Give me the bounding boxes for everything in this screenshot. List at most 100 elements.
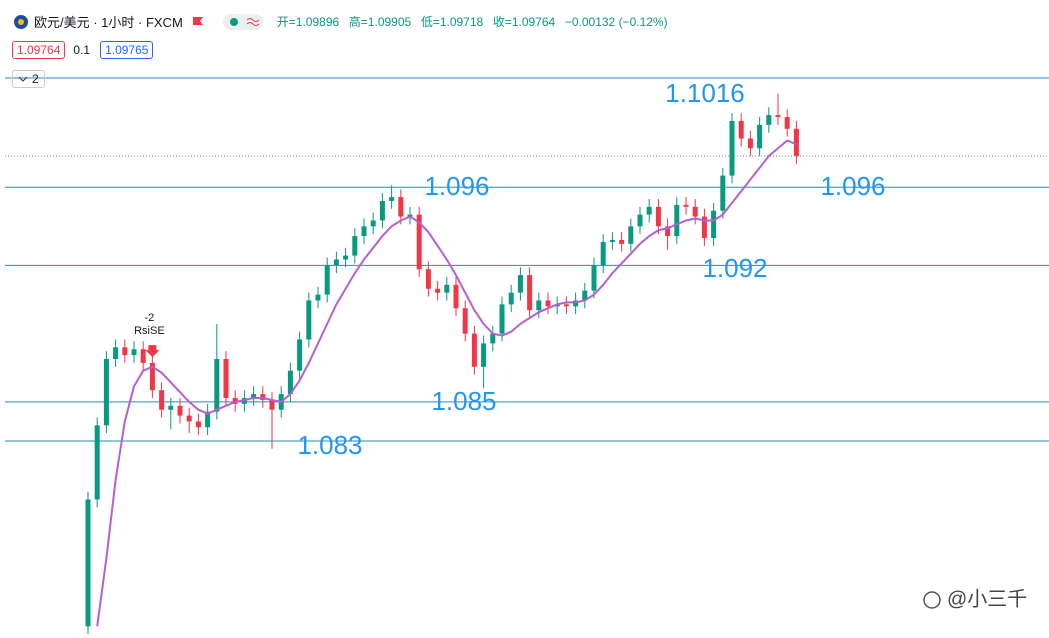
candle-body [149, 362, 155, 391]
symbol-icon [14, 14, 28, 29]
candle-body [214, 358, 220, 412]
candle-body [94, 425, 100, 500]
legend-change: −0.00132 (−0.12%) [564, 15, 668, 29]
candle-body [711, 210, 717, 239]
candle-body [784, 117, 790, 129]
candle-body [361, 226, 367, 237]
candle-body [683, 204, 689, 207]
candle-body [177, 405, 183, 416]
candle-body [453, 284, 459, 309]
candle-body [186, 415, 192, 422]
ohlc-legend: 开=1.09896 高=1.09905 低=1.09718 收=1.09764 … [277, 13, 674, 30]
watermark: @小三千 [923, 587, 1027, 610]
candle-body [692, 206, 698, 217]
level-label: 1.096 [424, 171, 489, 201]
candle-body [435, 288, 441, 293]
level-label: 1.096 [820, 171, 885, 201]
candle-body [674, 204, 680, 237]
candle-body [701, 216, 707, 239]
buy-button[interactable]: 1.09765 [100, 41, 154, 59]
candle-body [490, 333, 496, 344]
indicator-toggle[interactable]: 2 [12, 70, 45, 88]
candle-body [499, 304, 505, 334]
candle-body [444, 284, 450, 293]
level-label: 1.083 [297, 430, 362, 460]
candle-body [398, 197, 404, 217]
sell-button[interactable]: 1.09764 [12, 41, 66, 59]
legend-low: 低=1.09718 [420, 15, 484, 29]
level-label: 1.1016 [665, 78, 745, 108]
candle-body [324, 265, 330, 295]
candle-body [315, 294, 321, 301]
candle-body [223, 358, 229, 399]
candle-body [168, 405, 174, 410]
candle-body [103, 358, 109, 426]
candle-body [131, 349, 137, 356]
candle-body [747, 138, 753, 149]
ma-line [96, 139, 797, 627]
candle-body [122, 347, 128, 356]
status-pill[interactable] [222, 13, 263, 31]
candle-body [389, 197, 395, 201]
candle-body [343, 255, 349, 260]
candle-body [793, 128, 799, 157]
candle-body [195, 421, 201, 428]
indicator-count: 2 [32, 72, 39, 86]
candle-body [738, 120, 744, 139]
candle-body [352, 236, 358, 256]
flag-icon [192, 16, 203, 25]
candle-body [720, 175, 726, 211]
candle-body [582, 290, 588, 301]
candle-body [591, 265, 597, 291]
title-row: 欧元/美元 · 1小时 · FXCM 开=1.09896 高=1.09905 低… [12, 12, 674, 31]
candle-body [416, 214, 422, 270]
candle-body [757, 124, 763, 149]
candle-body [306, 300, 312, 340]
candle-body [517, 275, 523, 293]
candle-body [85, 499, 91, 627]
candle-body [205, 411, 211, 428]
candle-body [159, 390, 165, 410]
legend-open: 开=1.09896 [276, 15, 340, 29]
candle-body [729, 120, 735, 176]
signal-label: RsiSE [134, 325, 165, 337]
legend-close: 收=1.09764 [492, 15, 556, 29]
legend-high: 高=1.09905 [348, 15, 412, 29]
watermark-logo [923, 591, 941, 609]
signal-arrow [145, 345, 160, 358]
candle-body [140, 349, 146, 363]
candle-body [269, 399, 275, 410]
candle-body [287, 370, 293, 395]
signal-value: -2 [145, 312, 155, 324]
candle-body [425, 269, 431, 289]
candle-body [527, 275, 533, 311]
candle-body [655, 206, 661, 227]
candle-body [600, 241, 606, 266]
chart-title: 欧元/美元 · 1小时 · FXCM [34, 15, 183, 30]
candle-body [462, 308, 468, 334]
candle-body [628, 226, 634, 244]
level-label: 1.085 [431, 386, 496, 416]
candle-body [545, 300, 551, 307]
candle-body [637, 214, 643, 227]
candle-body [471, 333, 477, 367]
candle-body [113, 347, 119, 359]
candle-body [333, 259, 339, 266]
candle-body [536, 300, 542, 311]
candle-body [297, 339, 303, 371]
chevron-icon [18, 76, 28, 82]
spread: 0.1 [73, 43, 91, 57]
candle-body [646, 206, 652, 215]
candle-body [563, 304, 569, 307]
candle-body [775, 115, 781, 118]
candle-body [609, 239, 615, 242]
candle-body [251, 394, 257, 399]
watermark-text: @小三千 [947, 587, 1027, 610]
candle-body [665, 226, 671, 237]
candle-body [619, 239, 625, 244]
candle-body [508, 292, 514, 305]
candle-body [379, 200, 385, 221]
level-label: 1.092 [702, 253, 767, 283]
